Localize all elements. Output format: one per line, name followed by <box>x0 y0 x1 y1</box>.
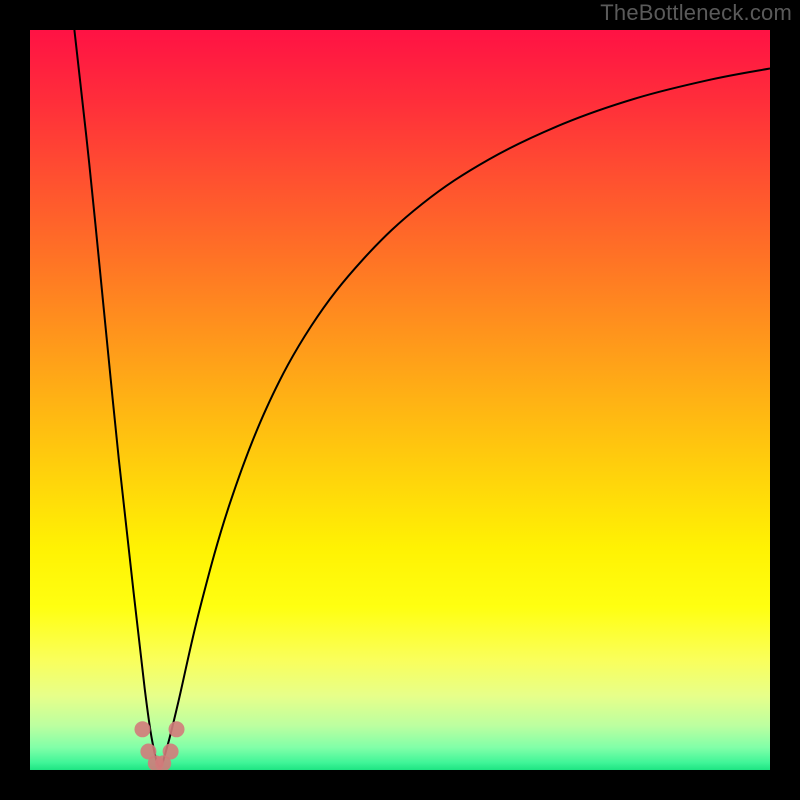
marker-point <box>169 721 185 737</box>
watermark-text: TheBottleneck.com <box>600 0 792 26</box>
marker-point <box>134 721 150 737</box>
marker-point <box>163 744 179 760</box>
bottleneck-chart <box>0 0 800 800</box>
chart-container: TheBottleneck.com <box>0 0 800 800</box>
